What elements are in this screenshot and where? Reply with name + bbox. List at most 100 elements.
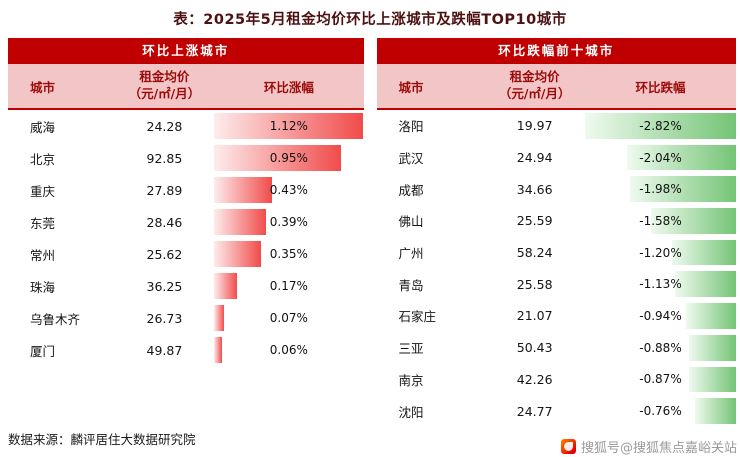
increase-bar	[214, 113, 364, 139]
falling-cities-table: 环比跌幅前十城市 城市 租金均价 （元/㎡/月） 环比跌幅 洛阳 19.97 -2.…	[376, 38, 737, 427]
watermark-text: 搜狐号@搜狐焦点嘉峪关站	[580, 441, 737, 456]
table-row: 洛阳 19.97 -2.82%	[377, 110, 737, 142]
watermark: 搜狐号@搜狐焦点嘉峪关站	[560, 437, 737, 456]
change-cell: -1.98%	[585, 173, 736, 205]
price-cell: 92.85	[146, 150, 183, 166]
price-cell: 24.77	[516, 403, 553, 419]
city-cell: 常州	[30, 247, 56, 263]
price-cell: 25.62	[146, 246, 183, 262]
change-cell: -0.87%	[585, 364, 736, 396]
increase-bar	[214, 177, 272, 203]
change-value: -0.76%	[639, 404, 682, 419]
change-value: -0.94%	[639, 308, 682, 323]
change-value: 0.17%	[269, 279, 308, 293]
column-header-increase: 环比涨幅	[263, 79, 314, 95]
change-cell: -2.04%	[585, 142, 736, 174]
city-cell: 佛山	[398, 214, 424, 230]
table-row: 青岛 25.58 -1.13%	[377, 268, 737, 300]
rising-cities-table: 环比上涨城市 城市 租金均价 （元/㎡/月） 环比涨幅 威海 24.28 1.12%…	[8, 38, 364, 427]
change-cell: 0.06%	[214, 334, 363, 366]
table-row: 武汉 24.94 -2.04%	[377, 142, 737, 174]
falling-table-column-headers: 城市 租金均价 （元/㎡/月） 环比跌幅	[376, 64, 736, 110]
change-cell: 0.35%	[214, 238, 363, 270]
change-cell: -0.88%	[585, 332, 736, 364]
decrease-bar	[685, 303, 736, 329]
table-row: 成都 34.66 -1.98%	[377, 173, 737, 205]
city-cell: 成都	[398, 182, 424, 198]
increase-bar	[214, 273, 237, 299]
change-cell: -1.13%	[585, 268, 736, 300]
change-cell: -1.58%	[585, 205, 736, 237]
price-cell: 24.94	[516, 150, 553, 166]
increase-bar	[214, 209, 267, 235]
price-cell: 19.97	[516, 118, 553, 134]
city-cell: 厦门	[30, 343, 56, 359]
change-value: -2.82%	[639, 118, 682, 133]
table-row: 北京 92.85 0.95%	[8, 142, 364, 174]
price-cell: 50.43	[516, 340, 553, 356]
table-row: 沈阳 24.77 -0.76%	[377, 395, 737, 427]
table-row: 三亚 50.43 -0.88%	[377, 332, 737, 364]
rising-table-rows: 威海 24.28 1.12% 北京 92.85 0.95% 重庆 27.89 0.43% 东莞 28…	[8, 110, 364, 366]
change-cell: -0.76%	[585, 395, 736, 427]
column-header-price: 租金均价 （元/㎡/月）	[484, 69, 585, 103]
price-cell: 42.26	[516, 371, 553, 387]
rising-table-header: 环比上涨城市	[8, 38, 364, 64]
change-value: 0.35%	[269, 247, 308, 261]
data-source: 数据来源：麟评居住大数据研究院	[8, 432, 196, 447]
decrease-bar	[688, 334, 736, 361]
change-value: 0.07%	[269, 311, 308, 325]
decrease-bar	[689, 366, 736, 393]
page-title: 表：2025年5月租金均价环比上涨城市及跌幅TOP10城市	[173, 12, 567, 28]
change-cell: 1.12%	[214, 110, 364, 142]
city-cell: 洛阳	[398, 119, 424, 135]
price-cell: 34.66	[516, 181, 553, 197]
city-cell: 珠海	[30, 279, 56, 295]
city-cell: 广州	[398, 246, 424, 262]
sohu-logo-icon	[560, 439, 576, 454]
change-value: -1.20%	[639, 245, 682, 260]
price-cell: 24.28	[146, 118, 183, 134]
price-cell: 36.25	[146, 278, 183, 294]
city-cell: 威海	[30, 119, 56, 135]
decrease-bar	[675, 271, 736, 298]
price-cell: 26.73	[146, 310, 183, 326]
table-row: 石家庄 21.07 -0.94%	[377, 300, 737, 332]
price-cell: 21.07	[516, 308, 553, 324]
change-value: -1.98%	[639, 182, 682, 197]
change-value: 0.39%	[269, 215, 308, 229]
change-cell: 0.39%	[214, 206, 363, 238]
decrease-bar	[585, 113, 736, 139]
change-cell: 0.17%	[214, 270, 363, 302]
column-header-city: 城市	[30, 79, 56, 95]
table-row: 南京 42.26 -0.87%	[377, 364, 737, 396]
decrease-bar	[651, 208, 736, 234]
price-cell: 25.58	[516, 276, 553, 292]
city-cell: 石家庄	[398, 309, 437, 325]
increase-bar	[214, 337, 223, 363]
city-cell: 沈阳	[398, 404, 424, 420]
change-value: -1.13%	[639, 277, 682, 292]
city-cell: 青岛	[398, 277, 424, 293]
column-header-decrease: 环比跌幅	[635, 79, 686, 95]
falling-table-rows: 洛阳 19.97 -2.82% 武汉 24.94 -2.04% 成都 34.66 -1.98% 佛…	[377, 110, 737, 427]
decrease-bar	[630, 176, 736, 203]
table-row: 珠海 36.25 0.17%	[8, 270, 364, 302]
price-cell: 49.87	[146, 342, 183, 358]
price-header-line1: 租金均价	[509, 69, 560, 85]
change-value: 1.12%	[269, 119, 308, 133]
table-row: 常州 25.62 0.35%	[8, 238, 364, 270]
city-cell: 北京	[30, 151, 56, 167]
city-cell: 三亚	[398, 341, 424, 357]
change-value: 0.95%	[269, 151, 308, 165]
price-cell: 25.59	[516, 213, 553, 229]
city-cell: 乌鲁木齐	[30, 311, 81, 327]
price-cell: 58.24	[516, 245, 553, 261]
price-cell: 27.89	[146, 182, 183, 198]
price-header-line2: （元/㎡/月）	[128, 86, 201, 101]
change-cell: -0.94%	[585, 300, 736, 332]
change-value: 0.06%	[269, 343, 308, 357]
tables-container: 环比上涨城市 城市 租金均价 （元/㎡/月） 环比涨幅 威海 24.28 1.12%…	[0, 29, 740, 427]
falling-table-header: 环比跌幅前十城市	[376, 38, 736, 64]
